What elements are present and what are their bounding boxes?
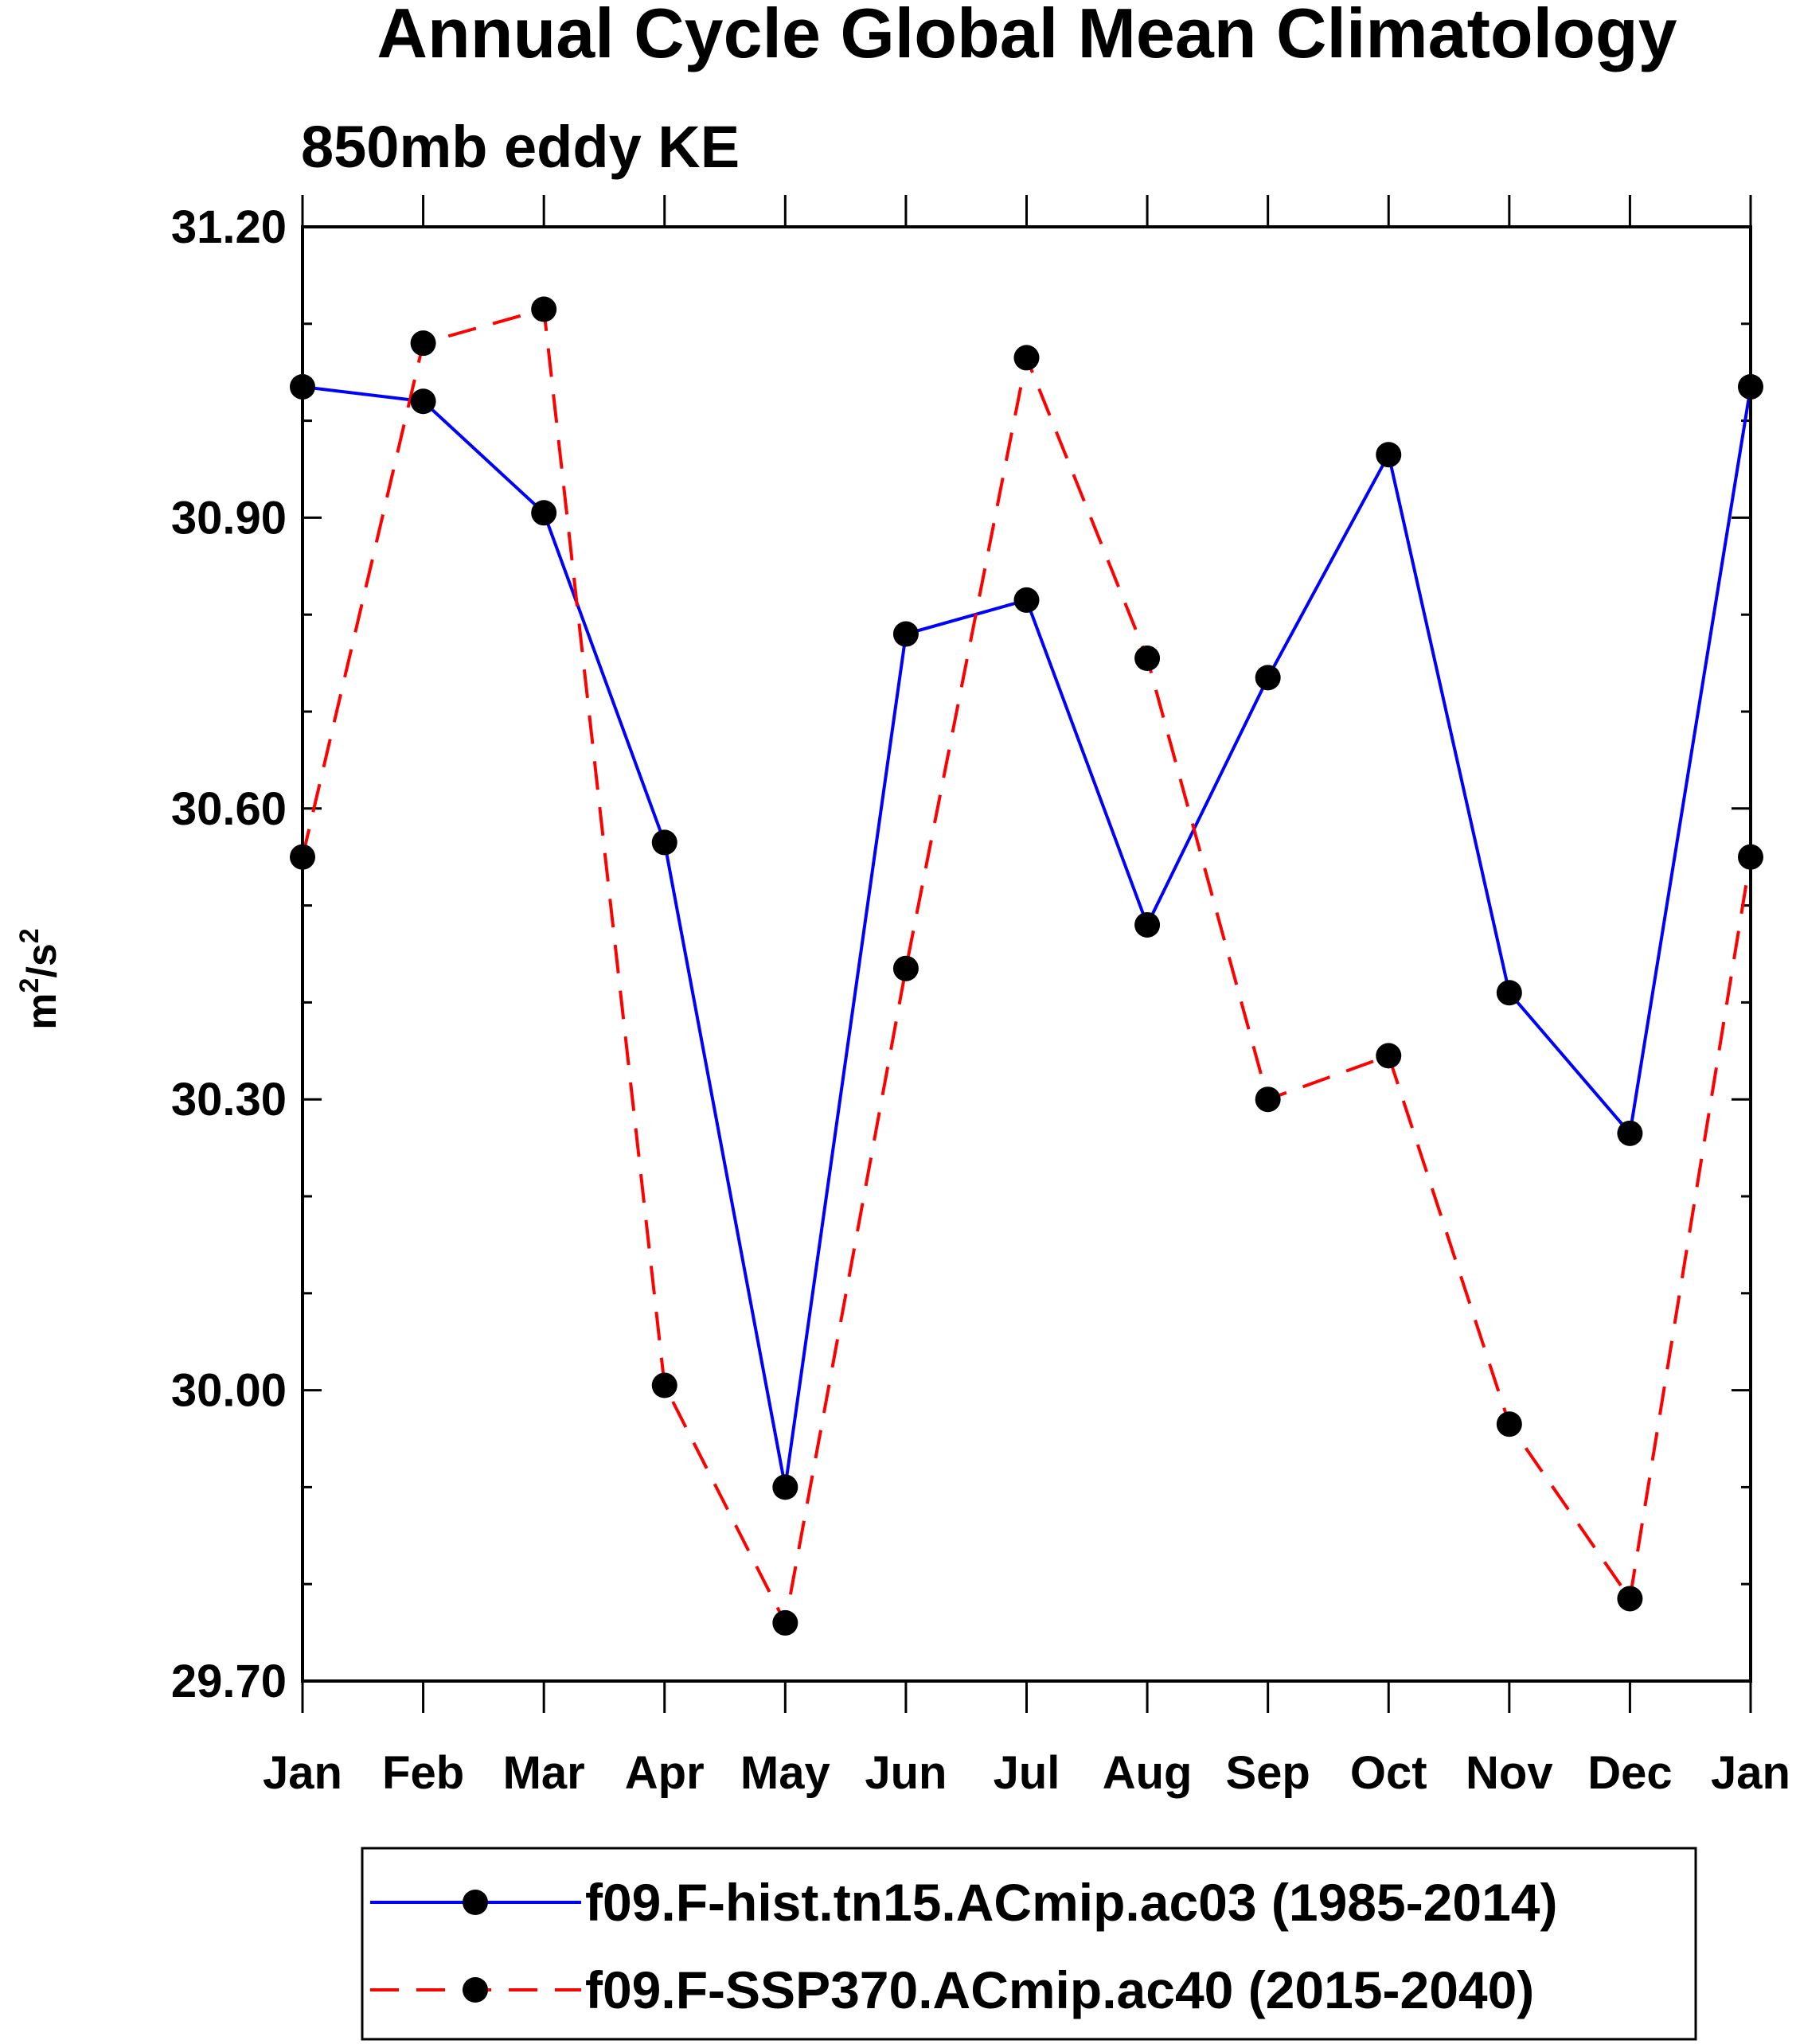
y-tick-label: 29.70 (171, 1656, 287, 1707)
x-tick-label: Oct (1350, 1747, 1427, 1799)
data-point-0-2 (531, 500, 557, 526)
data-point-0-9 (1376, 442, 1402, 468)
axis-ticks (301, 195, 1752, 1713)
x-tick-labels: Jan Feb Mar Apr May Jun Jul Aug Sep Oct Nov Dec Jan (263, 1747, 1790, 1799)
data-point-0-10 (1496, 980, 1522, 1006)
data-point-1-10 (1496, 1411, 1522, 1437)
series-line-0 (302, 384, 1752, 1488)
y-tick-label: 30.00 (171, 1365, 287, 1417)
x-tick-label: Jun (865, 1747, 947, 1799)
plot-frame (301, 225, 1752, 1683)
y-label-sup2: 2 (14, 928, 45, 943)
y-tick-label: 30.60 (171, 783, 287, 835)
x-tick-label: May (740, 1747, 830, 1799)
legend-marker-hist (463, 1890, 488, 1915)
data-point-0-5 (892, 621, 919, 647)
svg-text:m2/s2: m2/s2 (14, 928, 65, 1029)
x-tick-label: Jan (1711, 1747, 1790, 1799)
data-point-1-3 (651, 1372, 677, 1398)
y-axis-label: m2/s2 (14, 928, 65, 1029)
chart-subtitle: 850mb eddy KE (301, 114, 740, 180)
x-tick-label: Aug (1103, 1747, 1193, 1799)
legend-marker-ssp (463, 1977, 488, 2003)
x-tick-label: Nov (1466, 1747, 1553, 1799)
x-tick-label: Jan (263, 1747, 342, 1799)
x-tick-label: Jul (994, 1747, 1060, 1799)
data-point-1-5 (892, 955, 919, 981)
data-point-0-4 (772, 1474, 798, 1500)
data-point-0-3 (651, 829, 677, 856)
y-tick-label: 30.90 (171, 492, 287, 544)
legend-label-ssp: f09.F-SSP370.ACmip.ac40 (2015-2040) (585, 1960, 1534, 2019)
x-tick-label: Mar (503, 1747, 585, 1799)
legend: f09.F-hist.tn15.ACmip.ac03 (1985-2014) f… (361, 1847, 1697, 2041)
data-point-1-8 (1255, 1086, 1281, 1113)
y-label-base: m (19, 993, 65, 1029)
series-line-1 (301, 306, 1752, 1629)
data-point-1-9 (1376, 1043, 1402, 1069)
series-layer (290, 296, 1763, 1636)
data-point-0-11 (1617, 1120, 1643, 1146)
x-tick-label: Feb (382, 1747, 464, 1799)
data-point-1-6 (1013, 345, 1040, 371)
data-point-0-1 (410, 388, 436, 415)
data-point-0-6 (1013, 587, 1040, 613)
y-tick-label: 31.20 (171, 201, 287, 253)
x-tick-label: Sep (1225, 1747, 1310, 1799)
data-point-0-8 (1255, 665, 1281, 691)
y-tick-labels: 31.20 30.90 30.60 30.30 30.00 29.70 (171, 201, 287, 1707)
y-label-mid: /s (19, 943, 65, 977)
data-point-1-4 (772, 1609, 798, 1636)
data-point-1-1 (410, 330, 436, 357)
data-point-1-7 (1134, 646, 1161, 672)
chart-title: Annual Cycle Global Mean Climatology (377, 0, 1677, 72)
data-point-0-7 (1134, 911, 1161, 938)
legend-box (361, 1847, 1697, 2041)
y-label-sup1: 2 (14, 978, 45, 993)
data-point-1-2 (531, 296, 557, 322)
legend-label-hist: f09.F-hist.tn15.ACmip.ac03 (1985-2014) (585, 1873, 1557, 1932)
x-tick-label: Dec (1587, 1747, 1672, 1799)
x-tick-label: Apr (625, 1747, 705, 1799)
y-tick-label: 30.30 (171, 1074, 287, 1125)
data-point-1-11 (1617, 1586, 1643, 1612)
